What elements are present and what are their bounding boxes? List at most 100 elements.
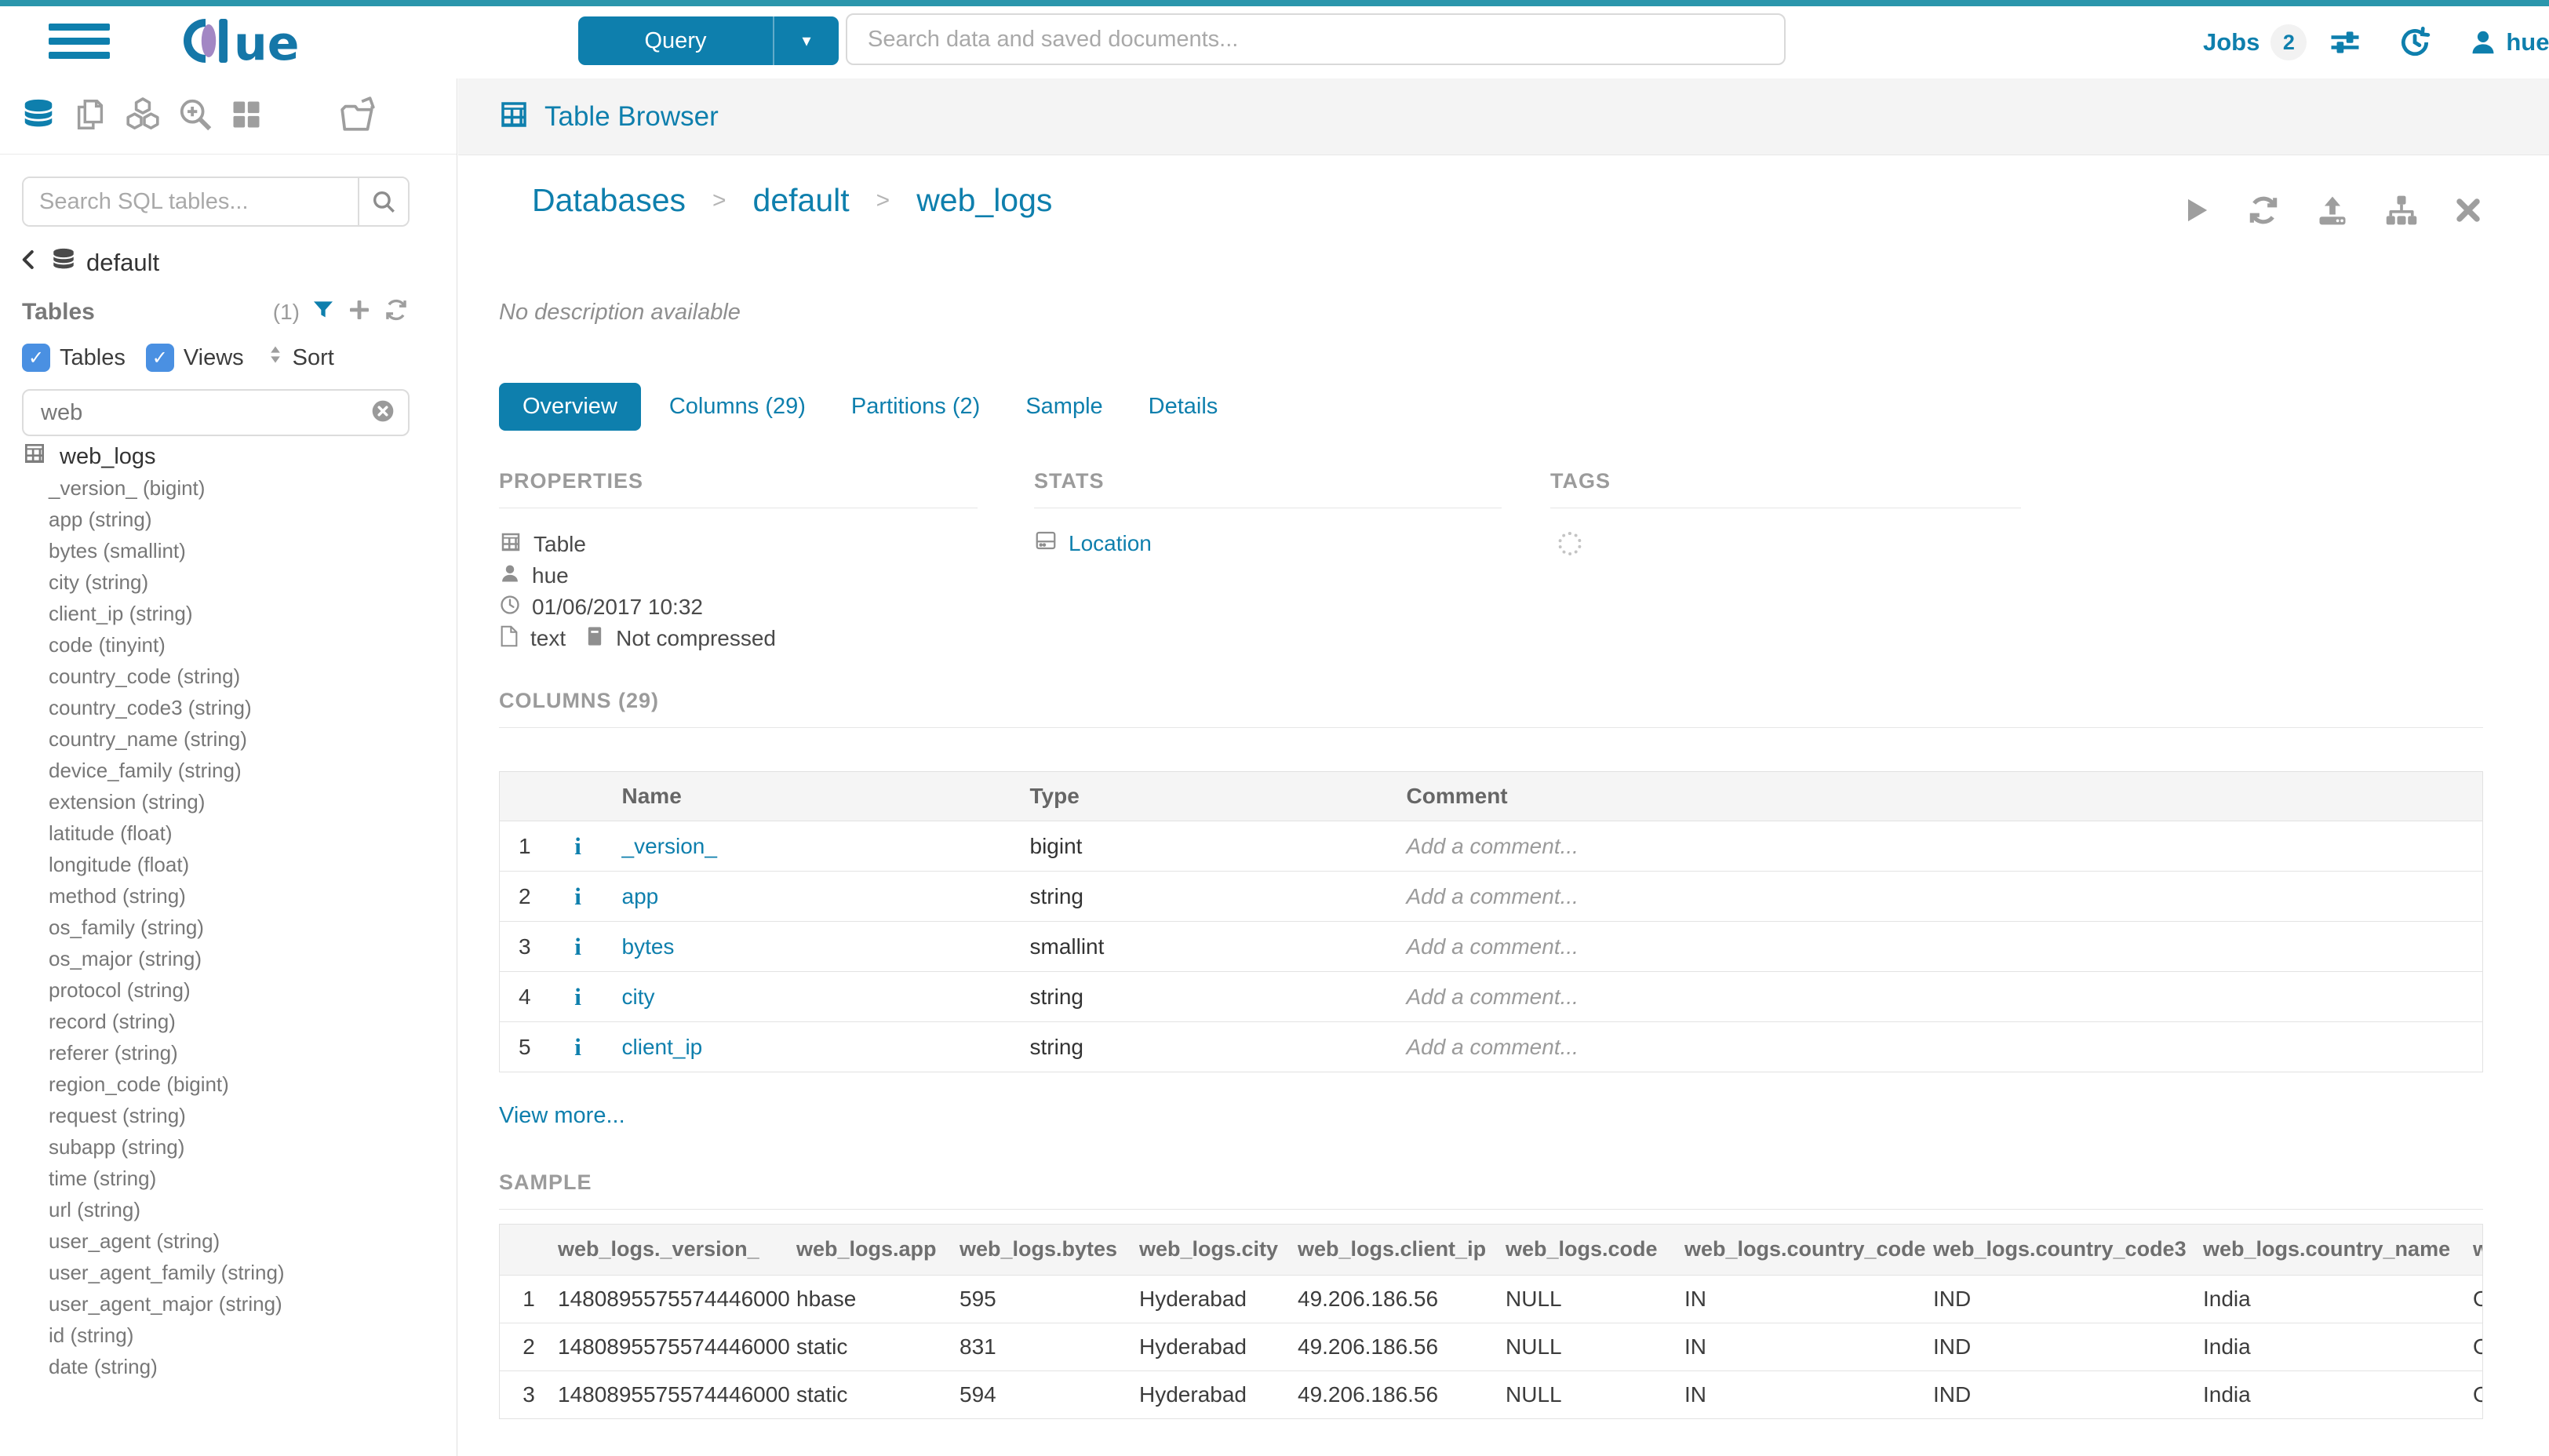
sidebar-column-item[interactable]: time (string) (49, 1167, 157, 1190)
user-name[interactable]: hue (2506, 28, 2549, 56)
sidebar-column-item[interactable]: app (string) (49, 508, 152, 531)
column-info-icon[interactable]: i (574, 832, 581, 860)
sidebar-column-item[interactable]: request (string) (49, 1104, 186, 1127)
global-search-input[interactable] (846, 13, 1786, 65)
sitemap-icon[interactable] (2384, 193, 2419, 231)
clear-filter-icon[interactable] (370, 399, 395, 428)
jobs-count-badge[interactable]: 2 (2270, 24, 2307, 60)
hue-logo[interactable]: ue (182, 17, 394, 66)
sidebar-column-item[interactable]: id (string) (49, 1323, 134, 1347)
sidebar-column-item[interactable]: country_name (string) (49, 727, 247, 751)
column-comment[interactable]: Add a comment... (1406, 871, 2483, 922)
sample-cell: IN (1684, 1286, 1706, 1311)
tab-details[interactable]: Details (1148, 394, 1218, 419)
filter-funnel-icon[interactable] (311, 297, 336, 326)
view-more-link[interactable]: View more... (499, 1103, 625, 1128)
sidebar-column-item[interactable]: record (string) (49, 1010, 176, 1033)
zoom-search-assist-icon[interactable] (177, 96, 213, 136)
sidebar-column-item[interactable]: client_ip (string) (49, 602, 193, 625)
history-icon[interactable] (2398, 25, 2432, 60)
documents-assist-icon[interactable] (72, 96, 108, 136)
sidebar-column-item[interactable]: bytes (smallint) (49, 539, 186, 562)
sidebar-column-item[interactable]: _version_ (bigint) (49, 476, 206, 500)
column-name-link[interactable]: city (621, 984, 655, 1009)
sidebar-column-item[interactable]: country_code (string) (49, 664, 241, 688)
sql-table-search-input[interactable] (24, 178, 358, 225)
sort-icon[interactable] (264, 344, 286, 372)
sidebar-column-item[interactable]: code (tinyint) (49, 633, 166, 657)
upload-icon[interactable] (2315, 193, 2350, 231)
sidebar-column-item[interactable]: region_code (bigint) (49, 1072, 229, 1096)
column-comment[interactable]: Add a comment... (1406, 1021, 2483, 1072)
tab-overview[interactable]: Overview (499, 383, 641, 431)
column-comment[interactable]: Add a comment... (1406, 921, 2483, 972)
sidebar-column-item[interactable]: longitude (float) (49, 853, 190, 876)
sidebar-column-item[interactable]: method (string) (49, 884, 186, 908)
sidebar-column-item[interactable]: latitude (float) (49, 821, 173, 845)
tables-checkbox-label: Tables (60, 344, 126, 370)
query-button[interactable]: Query ▾ (578, 16, 839, 65)
sidebar-column-item[interactable]: protocol (string) (49, 978, 191, 1002)
sort-label[interactable]: Sort (292, 344, 334, 370)
column-comment[interactable]: Add a comment... (1406, 833, 1579, 858)
sidebar-column-item[interactable]: country_code3 (string) (49, 696, 252, 719)
user-icon (499, 562, 521, 590)
sidebar-column-item[interactable]: device_family (string) (49, 759, 242, 782)
tab-sample[interactable]: Sample (1025, 394, 1103, 419)
tab-partitions[interactable]: Partitions (2) (850, 394, 981, 419)
folder-documents-icon[interactable] (339, 95, 378, 138)
cubes-assist-icon[interactable] (124, 96, 162, 137)
breadcrumb-web-logs[interactable]: web_logs (916, 182, 1053, 218)
sidebar-column-item[interactable]: os_major (string) (49, 947, 202, 970)
refresh-icon[interactable] (2246, 193, 2281, 231)
column-info-icon[interactable]: i (574, 982, 581, 1010)
sidebar-column-item[interactable]: subapp (string) (49, 1135, 185, 1159)
sidebar-column-item[interactable]: url (string) (49, 1198, 141, 1221)
table-filter-input[interactable] (41, 399, 370, 426)
views-checkbox[interactable]: ✓ (145, 344, 174, 372)
hamburger-menu-icon[interactable] (49, 24, 110, 60)
column-comment[interactable]: Add a comment... (1406, 971, 2483, 1022)
sidebar-column-item[interactable]: city (string) (49, 570, 149, 594)
sample-cell: India (2203, 1322, 2473, 1370)
table-description[interactable]: No description available (499, 300, 741, 325)
file-icon (499, 625, 519, 653)
sidebar-column-item[interactable]: extension (string) (49, 790, 206, 814)
sidebar-column-item[interactable]: date (string) (49, 1355, 158, 1378)
query-play-icon[interactable] (2180, 195, 2212, 230)
jobs-link[interactable]: Jobs (2203, 28, 2260, 56)
tags-heading: TAGS (1550, 469, 2021, 508)
column-info-icon[interactable]: i (574, 1032, 581, 1061)
database-assist-icon[interactable] (20, 96, 56, 136)
query-caret-icon[interactable]: ▾ (802, 31, 811, 50)
sidebar-table-web-logs[interactable]: web_logs (22, 441, 156, 472)
user-icon[interactable] (2468, 27, 2498, 57)
breadcrumb-default[interactable]: default (752, 182, 850, 218)
apps-grid-assist-icon[interactable] (229, 97, 264, 136)
tab-columns[interactable]: Columns (29) (668, 394, 806, 419)
column-info-icon[interactable]: i (574, 882, 581, 910)
column-name-link[interactable]: client_ip (621, 1034, 703, 1059)
refresh-tables-icon[interactable] (383, 297, 410, 327)
column-name-link[interactable]: app (621, 883, 659, 908)
sidebar-column-item[interactable]: referer (string) (49, 1041, 178, 1065)
sidebar-column-item[interactable]: os_family (string) (49, 915, 204, 939)
database-name[interactable]: default (86, 249, 160, 276)
sidebar-column-item[interactable]: user_agent (string) (49, 1229, 220, 1253)
add-table-icon[interactable] (347, 297, 372, 326)
close-icon[interactable] (2453, 195, 2483, 229)
sidebar-column-item[interactable]: user_agent_family (string) (49, 1261, 285, 1284)
chevron-left-icon[interactable] (17, 248, 41, 278)
breadcrumb-databases[interactable]: Databases (532, 182, 686, 218)
tables-checkbox[interactable]: ✓ (22, 344, 50, 372)
column-info-icon[interactable]: i (574, 932, 581, 960)
location-link[interactable]: Location (1034, 529, 1502, 558)
sidebar-column-item[interactable]: user_agent_major (string) (49, 1292, 282, 1316)
column-name-link[interactable]: bytes (621, 934, 675, 959)
sample-cell: 831 (960, 1322, 1139, 1370)
sliders-icon[interactable] (2329, 26, 2361, 59)
sample-table-scroll-area[interactable]: web_logs._version_ web_logs.app web_logs… (499, 1224, 2483, 1419)
logo-text: ue (234, 17, 299, 66)
column-name-link[interactable]: _version_ (621, 833, 717, 858)
sql-table-search-button[interactable] (358, 178, 408, 225)
